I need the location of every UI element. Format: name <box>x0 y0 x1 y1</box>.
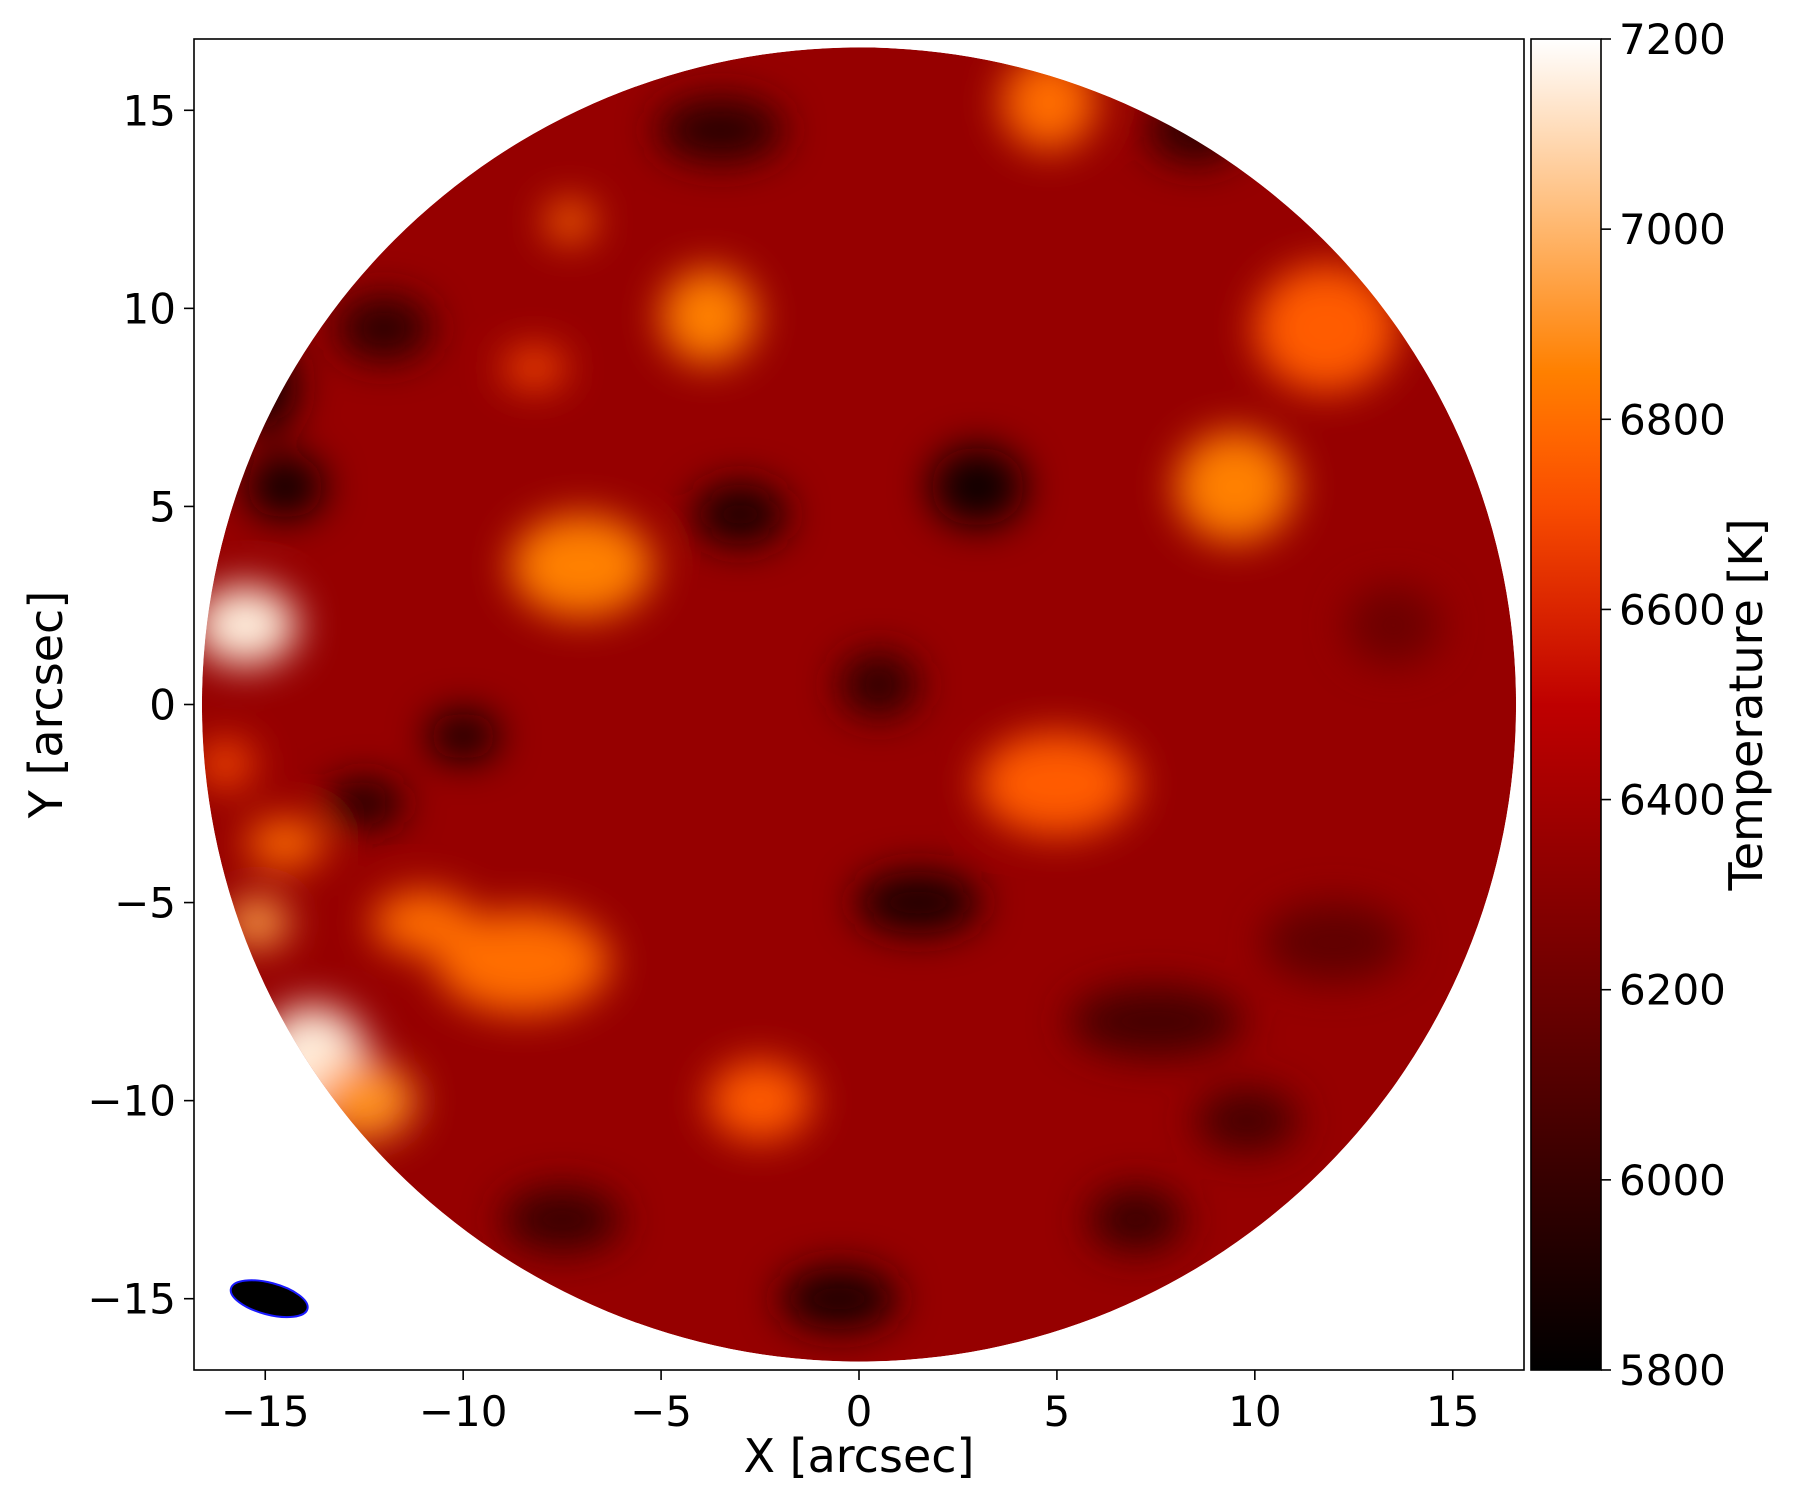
temperature-feature <box>502 1187 622 1252</box>
temperature-map <box>201 47 1517 1362</box>
temperature-feature <box>1254 264 1398 392</box>
y-tick-label: 5 <box>149 482 176 531</box>
y-axis-label: Y [arcsec] <box>19 591 73 820</box>
temperature-feature <box>336 296 432 360</box>
temperature-feature <box>225 898 289 947</box>
x-tick-label: −5 <box>630 1387 692 1436</box>
temperature-feature <box>1262 902 1406 982</box>
y-axis-ticks: −15 −10 −5 0 5 10 15 <box>87 86 194 1324</box>
x-tick-label: −15 <box>221 1387 310 1436</box>
colorbar-tick-label: 6800 <box>1619 395 1726 444</box>
colorbar-tick-label: 7000 <box>1619 205 1726 254</box>
x-axis-label: X [arcsec] <box>744 1429 975 1483</box>
colorbar-tick-label: 6000 <box>1619 1156 1726 1205</box>
temperature-feature <box>1147 98 1243 162</box>
temperature-feature <box>1195 1088 1299 1153</box>
temperature-feature <box>930 447 1026 527</box>
temperature-feature <box>977 732 1137 836</box>
temperature-feature <box>546 201 594 242</box>
temperature-feature <box>324 779 404 828</box>
temperature-feature <box>372 890 476 955</box>
colorbar-tick-label: 6600 <box>1619 585 1726 634</box>
temperature-feature <box>245 819 325 867</box>
colorbar-ticks: 5800 6000 6200 6400 6600 6800 7000 7200 <box>1601 15 1726 1395</box>
x-tick-label: 15 <box>1426 1387 1479 1436</box>
y-tick-label: −10 <box>87 1077 176 1126</box>
x-tick-label: 5 <box>1044 1387 1071 1436</box>
temperature-feature <box>510 514 654 618</box>
y-tick-label: 0 <box>149 681 176 730</box>
x-axis-ticks: −15 −10 −5 0 5 10 15 <box>221 1370 1479 1436</box>
temperature-feature <box>427 712 499 760</box>
colorbar: 5800 6000 6200 6400 6600 6800 7000 7200 Tempera… <box>1530 15 1773 1395</box>
temperature-feature <box>201 585 297 665</box>
colorbar-label: Temperature [K] <box>1719 518 1773 891</box>
temperature-feature <box>245 454 325 519</box>
y-tick-label: 15 <box>123 86 176 135</box>
temperature-feature <box>1175 431 1295 543</box>
temperature-feature <box>779 1267 899 1331</box>
temperature-feature <box>312 1061 416 1141</box>
temperature-feature <box>1068 985 1243 1058</box>
temperature-feature <box>233 340 297 436</box>
temperature-feature <box>839 653 919 717</box>
temperature-feature <box>855 870 982 935</box>
colorbar-frame <box>1530 38 1602 1371</box>
x-tick-label: 0 <box>846 1387 873 1436</box>
temperature-feature <box>661 268 757 364</box>
temperature-feature <box>1001 54 1097 150</box>
temperature-feature <box>708 1061 812 1141</box>
colorbar-tick-label: 5800 <box>1619 1346 1726 1395</box>
temperature-feature <box>1088 1187 1184 1252</box>
y-tick-label: −15 <box>87 1275 176 1324</box>
colorbar-tick-label: 7200 <box>1619 15 1726 64</box>
heatmap-panel: −15 −10 −5 0 5 10 15 −15 −10 −5 0 5 10 15 X [arcsec]… <box>19 38 1525 1483</box>
temperature-feature <box>1345 585 1441 665</box>
temperature-feature <box>201 740 254 788</box>
y-tick-label: −5 <box>114 879 176 928</box>
x-tick-label: −10 <box>419 1387 508 1436</box>
temperature-feature <box>692 482 788 547</box>
beam-ellipse <box>229 1279 309 1319</box>
temperature-feature <box>435 910 610 1014</box>
colorbar-tick-label: 6200 <box>1619 966 1726 1015</box>
temperature-feature <box>657 98 784 162</box>
x-tick-label: 10 <box>1228 1387 1281 1436</box>
y-tick-label: 10 <box>123 284 176 333</box>
colorbar-gradient <box>1531 39 1601 1370</box>
colorbar-tick-label: 6400 <box>1619 776 1726 825</box>
temperature-feature <box>502 347 567 388</box>
